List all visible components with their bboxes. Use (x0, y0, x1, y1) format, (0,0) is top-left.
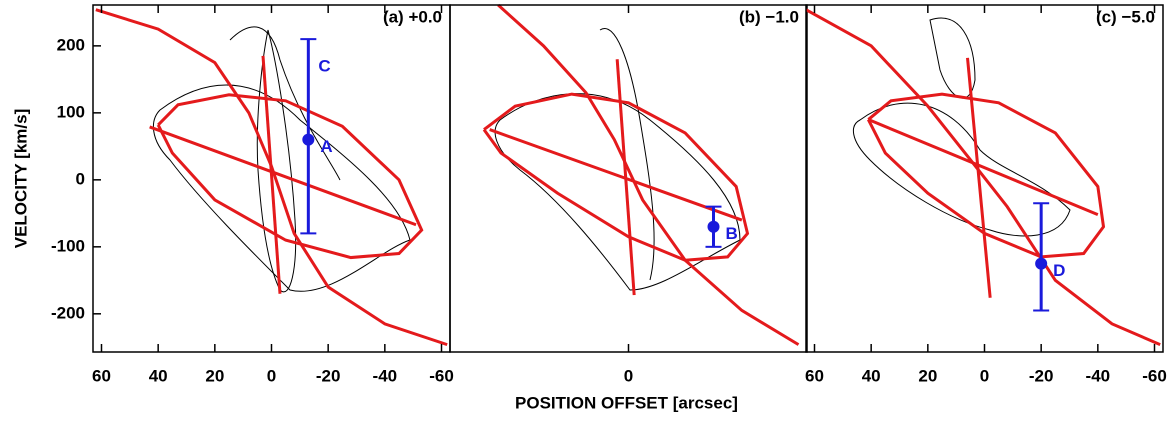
x-tick-label: 60 (92, 366, 111, 385)
contour (929, 17, 976, 99)
contour (852, 102, 1071, 237)
y-tick-label: 0 (76, 169, 85, 188)
contour (494, 93, 741, 291)
panel-title: (b) −1.0 (739, 7, 799, 26)
curve (149, 125, 417, 227)
x-tick-label: -40 (1086, 366, 1111, 385)
curve (156, 93, 424, 260)
point (302, 133, 315, 146)
contour (229, 26, 341, 181)
point (707, 220, 720, 233)
point-label: C (318, 57, 330, 76)
x-tick-label: 40 (862, 366, 881, 385)
point (1035, 257, 1048, 270)
x-tick-label: 20 (205, 366, 224, 385)
x-tick-label: -20 (1029, 366, 1054, 385)
curve (261, 55, 282, 294)
curve (615, 59, 636, 296)
curve (489, 128, 743, 222)
y-tick-label: -200 (51, 303, 85, 322)
curve (867, 118, 1099, 217)
x-tick-label: 20 (918, 366, 937, 385)
y-tick-label: -100 (51, 236, 85, 255)
curve (497, 3, 800, 346)
curve (866, 92, 1106, 259)
x-tick-label: -40 (373, 366, 398, 385)
y-axis-label: VELOCITY [km/s] (11, 109, 30, 249)
x-tick-label: 0 (624, 366, 633, 385)
point-label: A (320, 137, 332, 156)
panel-title: (a) +0.0 (383, 7, 442, 26)
contour (599, 28, 655, 281)
y-tick-label: 200 (57, 35, 85, 54)
panel-title: (c) −5.0 (1096, 7, 1155, 26)
contour (152, 84, 411, 292)
y-tick-label: 100 (57, 102, 85, 121)
x-tick-label: 0 (980, 366, 989, 385)
x-tick-label: 60 (805, 366, 824, 385)
point-label: D (1053, 261, 1065, 280)
x-tick-label: -20 (316, 366, 341, 385)
curve (482, 92, 750, 262)
point-label: B (726, 224, 738, 243)
contours (152, 17, 1071, 293)
x-tick-label: -60 (1142, 366, 1167, 385)
x-tick-label: 0 (267, 366, 276, 385)
x-tick-label: 40 (149, 366, 168, 385)
x-tick-label: -60 (429, 366, 454, 385)
x-axis-label: POSITION OFFSET [arcsec] (515, 393, 738, 412)
curve (966, 57, 992, 298)
curve (805, 8, 1161, 347)
